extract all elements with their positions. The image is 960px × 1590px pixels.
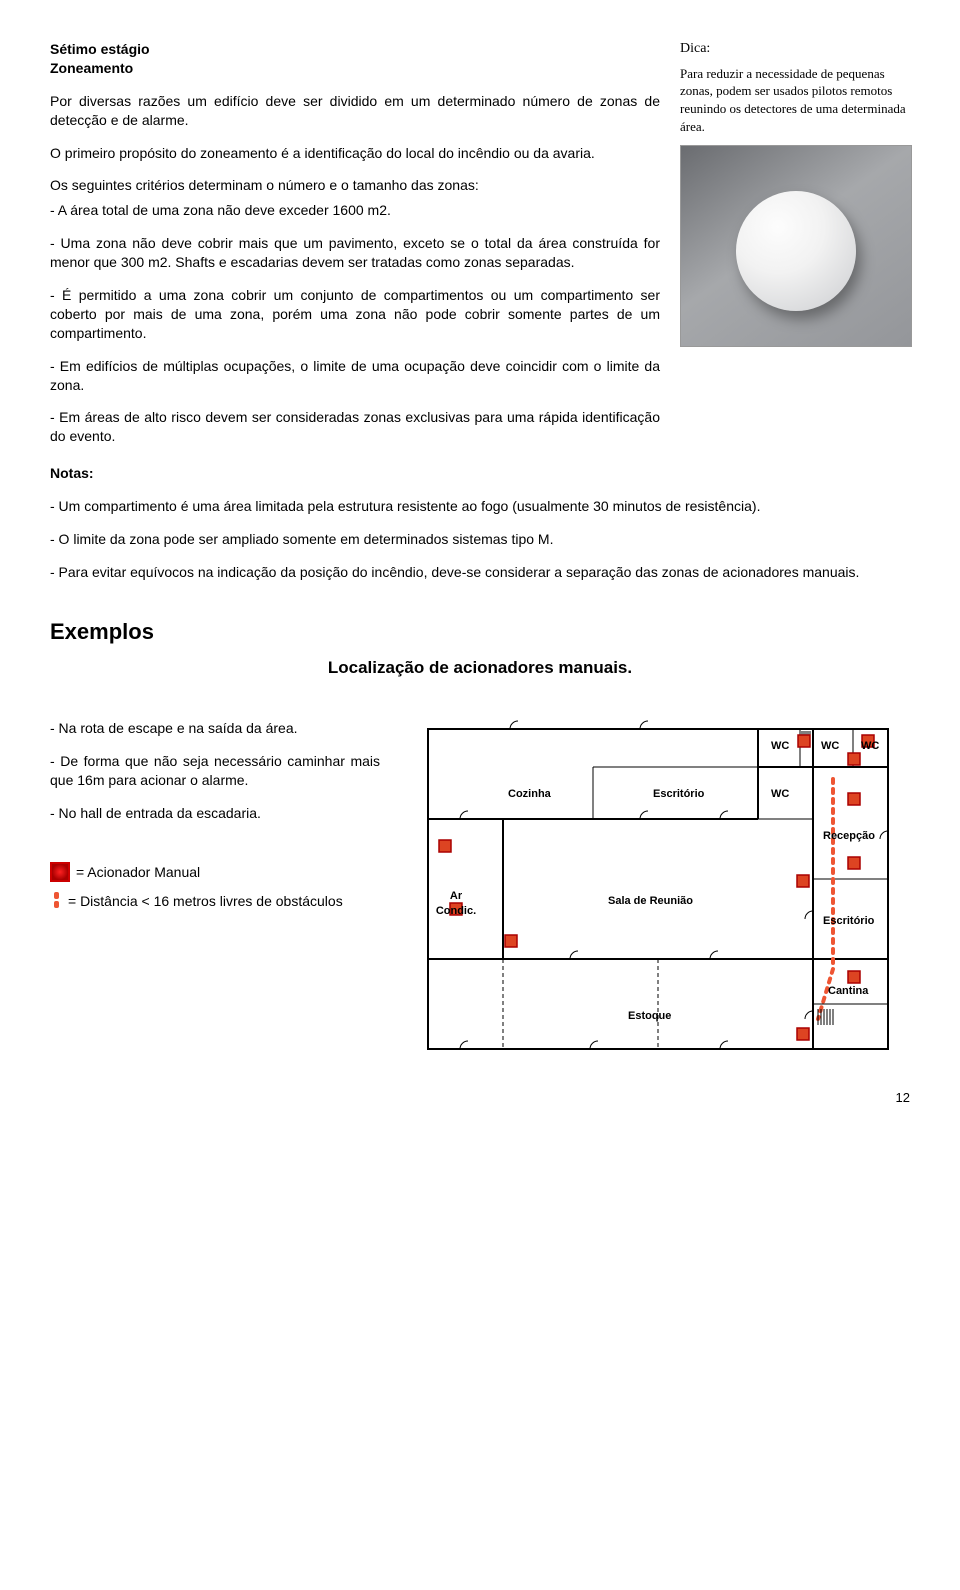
distance-path-icon <box>50 892 62 908</box>
stage-label: Sétimo estágio <box>50 40 660 59</box>
svg-text:Estoque: Estoque <box>628 1010 671 1022</box>
floorplan-diagram: WC WC WC Cozinha Escritório WC Recepção Ar Condi… <box>398 719 910 1059</box>
tip-box: Dica: Para reduzir a necessidade de pequ… <box>680 40 910 135</box>
bullet-4: - Em edifícios de múltiplas ocupações, o… <box>50 357 660 395</box>
svg-text:Condic.: Condic. <box>436 905 476 917</box>
para-intro-1: Por diversas razões um edifício deve ser… <box>50 92 660 130</box>
detector-image <box>680 145 912 347</box>
page-title: Zoneamento <box>50 59 660 78</box>
note-3: - Para evitar equívocos na indicação da … <box>50 563 910 582</box>
bullet-5: - Em áreas de alto risco devem ser consi… <box>50 408 660 446</box>
svg-text:Ar: Ar <box>450 890 463 902</box>
svg-text:Recepção: Recepção <box>823 830 875 842</box>
svg-text:WC: WC <box>771 788 789 800</box>
notes-heading: Notas: <box>50 464 910 483</box>
svg-text:Escritório: Escritório <box>653 788 705 800</box>
svg-text:WC: WC <box>821 740 839 752</box>
note-1: - Um compartimento é uma área limitada p… <box>50 497 910 516</box>
legend-manual-label: = Acionador Manual <box>76 863 200 882</box>
note-2: - O limite da zona pode ser ampliado som… <box>50 530 910 549</box>
legend-distance: = Distância < 16 metros livres de obstác… <box>50 892 380 911</box>
svg-text:Cantina: Cantina <box>828 985 869 997</box>
svg-text:WC: WC <box>771 740 789 752</box>
examples-heading: Exemplos <box>50 617 910 647</box>
legend-manual: = Acionador Manual <box>50 862 380 882</box>
svg-text:Escritório: Escritório <box>823 915 875 927</box>
bullet-3: - É permitido a uma zona cobrir um conju… <box>50 286 660 343</box>
svg-text:Sala de Reunião: Sala de Reunião <box>608 895 693 907</box>
para-intro-2: O primeiro propósito do zoneamento é a i… <box>50 144 660 163</box>
examples-sub: Localização de acionadores manuais. <box>50 657 910 680</box>
loc-rule-1: - Na rota de escape e na saída da área. <box>50 719 380 738</box>
svg-text:Cozinha: Cozinha <box>508 788 552 800</box>
loc-rule-2: - De forma que não seja necessário camin… <box>50 752 380 790</box>
para-intro-3: Os seguintes critérios determinam o núme… <box>50 176 660 195</box>
tip-text: Para reduzir a necessidade de pequenas z… <box>680 65 910 135</box>
page-number: 12 <box>50 1089 910 1107</box>
legend-distance-label: = Distância < 16 metros livres de obstác… <box>68 892 343 911</box>
bullet-2: - Uma zona não deve cobrir mais que um p… <box>50 234 660 272</box>
svg-text:WC: WC <box>861 740 879 752</box>
manual-call-point-icon <box>50 862 70 882</box>
loc-rule-3: - No hall de entrada da escadaria. <box>50 804 380 823</box>
tip-title: Dica: <box>680 40 910 59</box>
bullet-1: - A área total de uma zona não deve exce… <box>50 201 660 220</box>
